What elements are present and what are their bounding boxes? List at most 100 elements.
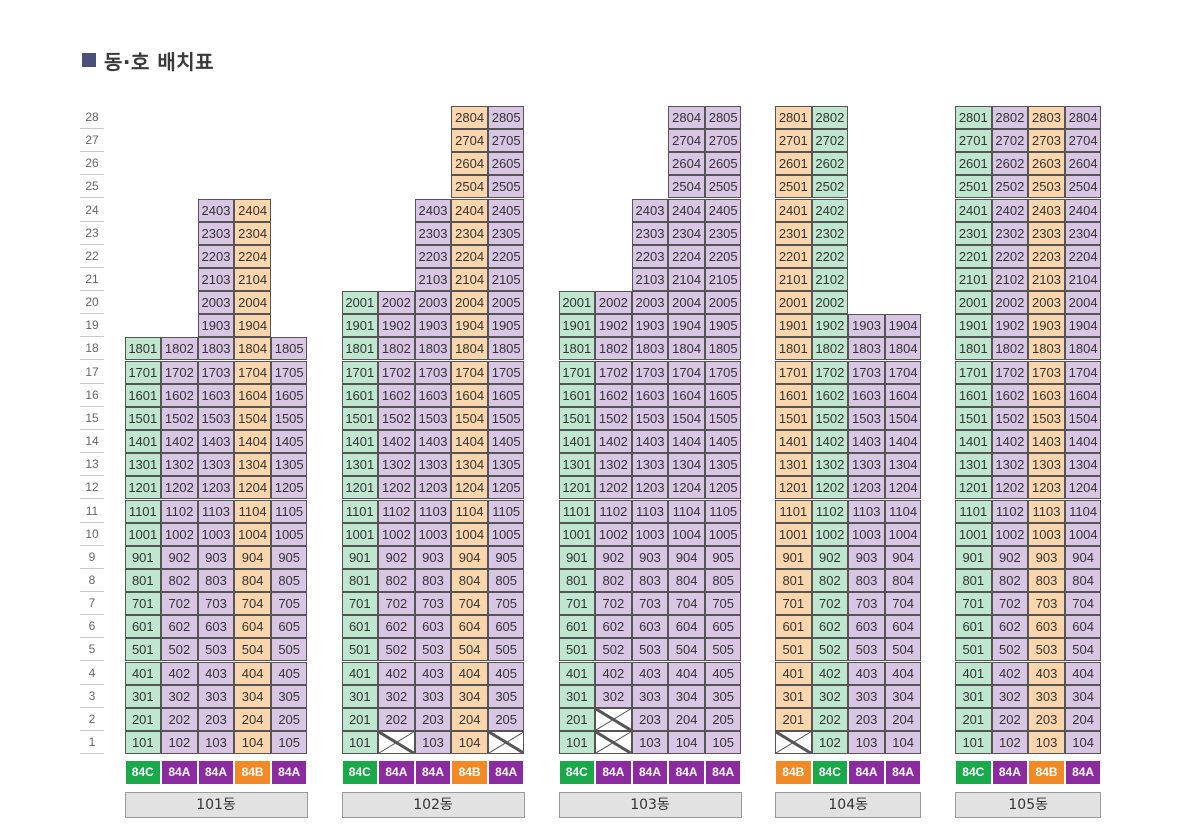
unit-cell[interactable]: 1602 — [991, 383, 1029, 407]
unit-cell[interactable]: 601 — [775, 615, 812, 639]
unit-cell[interactable]: 1204 — [234, 476, 271, 500]
unit-cell[interactable]: 501 — [775, 638, 812, 662]
unit-cell[interactable]: 2303 — [197, 221, 235, 245]
unit-cell[interactable]: 403 — [631, 661, 669, 685]
unit-cell[interactable]: 1304 — [668, 453, 705, 477]
unit-cell[interactable]: 1603 — [1028, 383, 1065, 407]
unit-cell[interactable]: 1205 — [270, 476, 308, 500]
unit-cell[interactable]: 2702 — [991, 129, 1029, 153]
unit-cell[interactable]: 303 — [1028, 684, 1065, 708]
unit-cell[interactable]: 2302 — [811, 221, 849, 245]
unit-cell[interactable]: 405 — [487, 661, 525, 685]
unit-cell[interactable]: 1501 — [341, 406, 379, 430]
unit-cell[interactable]: 1301 — [775, 453, 812, 477]
unit-cell[interactable]: 2304 — [668, 221, 705, 245]
unit-cell[interactable]: 1903 — [1028, 314, 1065, 338]
unit-cell[interactable]: 1804 — [451, 337, 488, 361]
unit-cell[interactable]: 701 — [955, 592, 992, 616]
unit-cell[interactable]: 803 — [1028, 568, 1065, 592]
unit-cell[interactable]: 2802 — [991, 105, 1029, 129]
unit-cell[interactable]: 404 — [884, 661, 922, 685]
unit-cell[interactable]: 1304 — [234, 453, 271, 477]
unit-cell[interactable]: 504 — [1064, 638, 1102, 662]
unit-cell[interactable]: 2001 — [341, 291, 379, 315]
unit-cell[interactable]: 2001 — [558, 291, 596, 315]
unit-cell[interactable]: 803 — [414, 568, 452, 592]
unit-cell[interactable]: 1105 — [487, 499, 525, 523]
unit-cell[interactable]: 2602 — [991, 152, 1029, 176]
unit-cell[interactable]: 1001 — [775, 522, 812, 546]
unit-cell[interactable]: 802 — [161, 568, 198, 592]
unit-cell[interactable]: 2104 — [1064, 268, 1102, 291]
unit-cell[interactable]: 404 — [451, 661, 488, 685]
unit-cell[interactable]: 1403 — [414, 430, 452, 454]
unit-cell[interactable]: 1103 — [1028, 499, 1065, 523]
unit-cell[interactable]: 2002 — [991, 291, 1029, 315]
unit-cell[interactable]: 1503 — [848, 406, 885, 430]
unit-cell[interactable]: 104 — [1064, 731, 1102, 754]
unit-cell[interactable]: 1501 — [558, 406, 596, 430]
unit-cell[interactable]: 701 — [341, 592, 379, 616]
unit-cell[interactable]: 1802 — [161, 337, 198, 361]
unit-cell[interactable]: 503 — [414, 638, 452, 662]
unit-cell[interactable]: 2302 — [991, 221, 1029, 245]
unit-cell[interactable]: 702 — [991, 592, 1029, 616]
unit-cell[interactable]: 302 — [378, 684, 415, 708]
unit-cell[interactable]: 2105 — [487, 268, 525, 291]
unit-cell[interactable]: 1705 — [487, 360, 525, 384]
unit-cell[interactable]: 1901 — [955, 314, 992, 338]
unit-cell[interactable]: 704 — [884, 592, 922, 616]
unit-cell[interactable]: 2104 — [451, 268, 488, 291]
unit-cell[interactable]: 2705 — [487, 129, 525, 153]
unit-cell[interactable]: 305 — [487, 684, 525, 708]
unit-cell[interactable]: 2103 — [414, 268, 452, 291]
unit-cell[interactable]: 1604 — [884, 383, 922, 407]
unit-cell[interactable]: 1505 — [704, 406, 742, 430]
unit-cell[interactable]: 1702 — [811, 360, 849, 384]
unit-cell[interactable]: 1504 — [884, 406, 922, 430]
unit-cell[interactable]: 1101 — [955, 499, 992, 523]
unit-cell[interactable]: 801 — [124, 568, 162, 592]
unit-cell[interactable]: 1903 — [197, 314, 235, 338]
unit-cell[interactable]: 605 — [487, 615, 525, 639]
unit-cell[interactable]: 1202 — [595, 476, 632, 500]
unit-cell[interactable]: 601 — [341, 615, 379, 639]
unit-cell[interactable]: 503 — [848, 638, 885, 662]
unit-cell[interactable]: 905 — [270, 545, 308, 569]
unit-cell[interactable]: 903 — [631, 545, 669, 569]
unit-cell[interactable]: 2605 — [487, 152, 525, 176]
unit-cell[interactable]: 1501 — [124, 406, 162, 430]
unit-cell[interactable]: 1904 — [1064, 314, 1102, 338]
unit-cell[interactable]: 801 — [775, 568, 812, 592]
unit-cell[interactable]: 1404 — [451, 430, 488, 454]
unit-cell[interactable]: 2704 — [668, 129, 705, 153]
unit-cell[interactable]: 203 — [631, 707, 669, 731]
unit-cell[interactable]: 2004 — [234, 291, 271, 315]
unit-cell[interactable]: 1905 — [704, 314, 742, 338]
unit-cell[interactable]: 1203 — [414, 476, 452, 500]
unit-cell[interactable]: 1405 — [704, 430, 742, 454]
unit-cell[interactable]: 903 — [414, 545, 452, 569]
unit-cell[interactable]: 1503 — [1028, 406, 1065, 430]
unit-cell[interactable]: 1004 — [1064, 522, 1102, 546]
unit-cell[interactable]: 104 — [884, 731, 922, 754]
unit-cell[interactable]: 602 — [378, 615, 415, 639]
unit-cell[interactable]: 2202 — [991, 244, 1029, 268]
unit-cell[interactable]: 1904 — [884, 314, 922, 338]
unit-cell[interactable]: 603 — [197, 615, 235, 639]
unit-cell[interactable]: 1902 — [991, 314, 1029, 338]
unit-cell[interactable]: 905 — [704, 545, 742, 569]
unit-cell[interactable]: 501 — [341, 638, 379, 662]
unit-cell[interactable]: 901 — [558, 545, 596, 569]
unit-cell[interactable]: 1603 — [414, 383, 452, 407]
unit-cell[interactable]: 1302 — [991, 453, 1029, 477]
unit-cell[interactable]: 501 — [955, 638, 992, 662]
unit-cell[interactable]: 1604 — [1064, 383, 1102, 407]
unit-cell[interactable]: 2704 — [1064, 129, 1102, 153]
unit-cell[interactable]: 1702 — [595, 360, 632, 384]
unit-cell[interactable]: 803 — [848, 568, 885, 592]
unit-cell[interactable]: 1303 — [414, 453, 452, 477]
unit-cell[interactable]: 1005 — [270, 522, 308, 546]
unit-cell[interactable]: 401 — [341, 661, 379, 685]
unit-cell[interactable]: 2304 — [1064, 221, 1102, 245]
